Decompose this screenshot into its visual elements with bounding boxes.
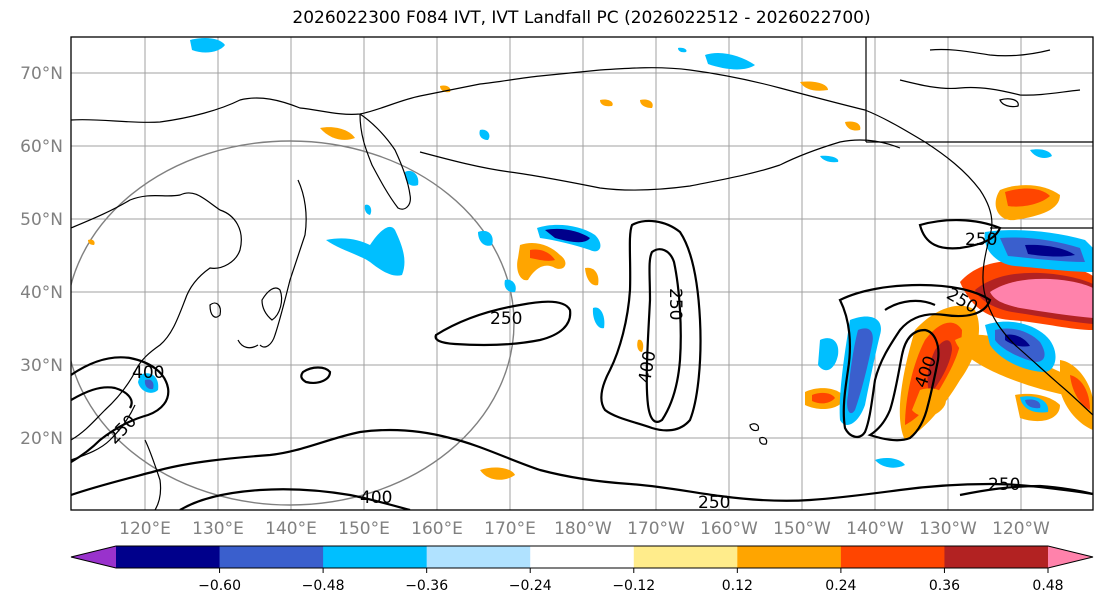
colorbar-segment bbox=[219, 546, 324, 568]
lat-label: 50°N bbox=[20, 210, 63, 230]
lat-label: 30°N bbox=[20, 356, 63, 376]
coastlines bbox=[71, 37, 1093, 510]
colorbar-extend-high bbox=[1048, 546, 1093, 568]
lat-label: 70°N bbox=[20, 64, 63, 84]
contour-label: 250 bbox=[698, 493, 730, 513]
lon-label: 120°W bbox=[992, 519, 1050, 539]
map-plot-area: 250 250 250 250 250 250 250 400 400 400 … bbox=[71, 37, 1093, 513]
lon-label: 170°W bbox=[627, 519, 685, 539]
colorbar-segment bbox=[323, 546, 428, 568]
colorbar-segment bbox=[633, 546, 738, 568]
contour-label: 400 bbox=[360, 488, 392, 508]
colorbar-tick-label: 0.12 bbox=[722, 578, 753, 594]
map-frame bbox=[70, 36, 1094, 511]
colorbar-extend-low bbox=[71, 546, 116, 568]
lon-label: 140°E bbox=[265, 519, 317, 539]
colorbar-tick-label: 0.24 bbox=[825, 578, 856, 594]
colorbar: −0.60 −0.48 −0.36 −0.24 −0.12 0.12 0.24 0.36 0.4… bbox=[70, 545, 1094, 594]
colorbar-tick-label: −0.48 bbox=[302, 578, 345, 594]
lon-label: 180°W bbox=[554, 519, 612, 539]
colorbar-tick-label: −0.12 bbox=[612, 578, 655, 594]
longitude-labels: 120°E 130°E 140°E 150°E 160°E 170°E 180°… bbox=[119, 519, 1050, 539]
lon-label: 170°E bbox=[484, 519, 536, 539]
radius-circle bbox=[71, 140, 515, 506]
colorbar-tick-label: 0.36 bbox=[929, 578, 960, 594]
colorbar-tick-label: −0.24 bbox=[509, 578, 552, 594]
colorbar-tick-label: −0.60 bbox=[198, 578, 241, 594]
colorbar-segment bbox=[944, 546, 1049, 568]
contour-label: 250 bbox=[665, 288, 685, 320]
colorbar-segment bbox=[840, 546, 945, 568]
lat-label: 20°N bbox=[20, 429, 63, 449]
colorbar-tick-label: −0.36 bbox=[405, 578, 448, 594]
map-title: 2026022300 F084 IVT, IVT Landfall PC (20… bbox=[292, 8, 871, 28]
contour-label: 400 bbox=[132, 363, 164, 383]
contour-label: 250 bbox=[988, 475, 1020, 495]
lon-label: 160°W bbox=[700, 519, 758, 539]
lon-label: 140°W bbox=[846, 519, 904, 539]
lon-label: 130°E bbox=[192, 519, 244, 539]
lon-label: 160°E bbox=[411, 519, 463, 539]
colorbar-tick-label: 0.48 bbox=[1032, 578, 1063, 594]
lon-label: 150°W bbox=[773, 519, 831, 539]
colorbar-segment bbox=[737, 546, 842, 568]
ivt-contours bbox=[71, 219, 1093, 510]
colorbar-segment bbox=[116, 546, 221, 568]
lon-label: 150°E bbox=[338, 519, 390, 539]
contour-label: 250 bbox=[490, 309, 522, 329]
lon-label: 130°W bbox=[919, 519, 977, 539]
lat-label: 40°N bbox=[20, 283, 63, 303]
graticule bbox=[71, 37, 1093, 510]
lon-label: 120°E bbox=[119, 519, 171, 539]
latitude-labels: 70°N 60°N 50°N 40°N 30°N 20°N bbox=[20, 64, 63, 449]
colorbar-segment bbox=[530, 546, 635, 568]
colorbar-segment bbox=[426, 546, 531, 568]
lat-label: 60°N bbox=[20, 137, 63, 157]
contour-label: 250 bbox=[965, 230, 997, 250]
